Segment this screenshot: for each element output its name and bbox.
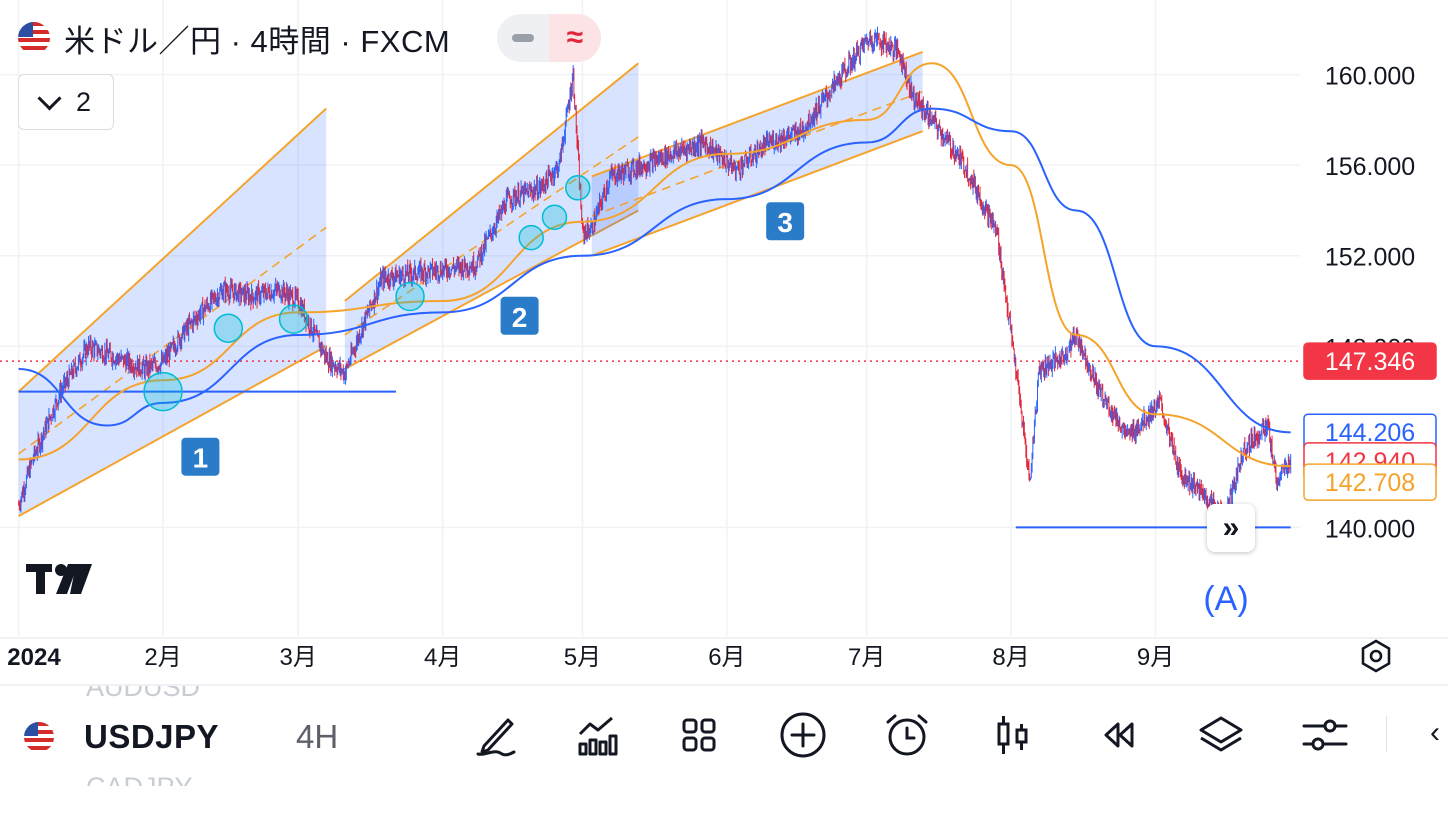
gear-icon[interactable] bbox=[1358, 638, 1394, 674]
circle-markers: (A) bbox=[143, 175, 1249, 618]
toolbar-divider bbox=[1386, 716, 1387, 752]
channel-label-badge bbox=[500, 296, 539, 335]
us-flag-icon bbox=[18, 22, 50, 54]
x-tick-label: 8月 bbox=[992, 644, 1029, 671]
layers-icon bbox=[1199, 716, 1243, 752]
channel-label-text: 1 bbox=[193, 443, 209, 474]
moving-average-line bbox=[18, 107, 1291, 434]
show-indicators-button[interactable]: ≈ bbox=[549, 14, 601, 62]
draw-icon bbox=[476, 718, 516, 757]
layers-button[interactable] bbox=[1194, 708, 1248, 762]
layout-icon bbox=[682, 718, 716, 752]
chevron-left-icon[interactable]: ‹ bbox=[1430, 716, 1440, 749]
price-label-box bbox=[1303, 342, 1437, 380]
chart-type-button[interactable] bbox=[986, 708, 1040, 762]
price-label: 147.346 bbox=[1303, 342, 1437, 380]
tradingview-logo-icon bbox=[26, 564, 92, 594]
chart-title: 米ドル／円 · 4時間 · FXCM bbox=[64, 23, 451, 59]
channel-label-text: 3 bbox=[777, 207, 793, 238]
channel-upper-line bbox=[344, 62, 639, 302]
circle-marker bbox=[395, 281, 425, 312]
x-tick-label: 9月 bbox=[1137, 644, 1174, 671]
layout-button[interactable] bbox=[672, 708, 726, 762]
symbol-name[interactable]: USDJPY bbox=[84, 718, 220, 755]
y-tick-label: 156.000 bbox=[1325, 153, 1415, 181]
sliders-icon bbox=[1302, 719, 1348, 751]
x-tick-label: 3月 bbox=[280, 644, 317, 671]
x-tick-label: 6月 bbox=[708, 644, 745, 671]
channel-label-badge bbox=[766, 202, 805, 241]
price-chart[interactable]: 123 (A) 160.000156.000152.000148.000140.… bbox=[0, 0, 1448, 686]
candles bbox=[18, 26, 1292, 527]
x-tick-label: 5月 bbox=[564, 644, 601, 671]
moving-averages bbox=[18, 62, 1291, 468]
channel-mid-line bbox=[18, 226, 327, 455]
circle-marker bbox=[565, 175, 591, 201]
previous-symbol-ghost: AUDUSD bbox=[86, 686, 200, 700]
x-tick-label: 4月 bbox=[424, 644, 461, 671]
channels: 1 2 3 bbox=[17, 51, 923, 517]
timeframe[interactable]: 4H bbox=[296, 718, 339, 755]
y-tick-label: 140.000 bbox=[1325, 515, 1415, 543]
chart-settings-button[interactable] bbox=[1298, 708, 1352, 762]
indicator-collapse-button[interactable]: 2 bbox=[18, 74, 114, 130]
channel-lower-line bbox=[18, 345, 327, 517]
x-tick-label: 2月 bbox=[144, 644, 181, 671]
x-tick-label: 7月 bbox=[848, 644, 885, 671]
price-label-box bbox=[1303, 463, 1437, 501]
alert-button[interactable] bbox=[880, 708, 934, 762]
circle-marker bbox=[518, 224, 544, 251]
channel-upper-line bbox=[17, 107, 327, 393]
price-label-text: 142.708 bbox=[1325, 469, 1415, 497]
rewind-icon bbox=[1104, 722, 1134, 748]
indicator-count: 2 bbox=[75, 86, 92, 117]
chart-title-bar[interactable]: 米ドル／円 · 4時間 · FXCM bbox=[18, 14, 450, 62]
channel-label-text: 2 bbox=[512, 302, 528, 333]
channel-upper-line bbox=[591, 51, 923, 178]
indicator-toggle[interactable]: ≈ bbox=[497, 14, 601, 62]
minus-icon bbox=[512, 34, 534, 42]
next-symbol-ghost: CADJPY bbox=[86, 772, 193, 786]
us-flag-icon bbox=[24, 722, 54, 752]
draw-tool-button[interactable] bbox=[468, 708, 522, 762]
moving-average-line bbox=[18, 62, 1291, 468]
add-button[interactable] bbox=[776, 708, 830, 762]
circle-marker bbox=[213, 313, 244, 343]
y-tick-label: 152.000 bbox=[1325, 244, 1415, 272]
channel-label: 3 bbox=[766, 202, 805, 241]
wave-label: (A) bbox=[1203, 580, 1248, 618]
price-label-text: 147.346 bbox=[1325, 348, 1415, 376]
price-label: 142.708 bbox=[1303, 463, 1437, 501]
candlestick-icon bbox=[997, 716, 1028, 754]
chevron-down-icon bbox=[37, 85, 62, 111]
channel-fill bbox=[18, 108, 327, 517]
channel-label: 1 bbox=[181, 437, 220, 476]
hide-indicators-button[interactable] bbox=[497, 14, 549, 62]
indicators-icon bbox=[578, 716, 618, 756]
channel-label-badge bbox=[181, 437, 220, 476]
double-chevron-right-icon: » bbox=[1222, 511, 1240, 544]
replay-button[interactable] bbox=[1090, 708, 1144, 762]
y-tick-label: 160.000 bbox=[1325, 63, 1415, 91]
approx-icon: ≈ bbox=[566, 21, 584, 54]
add-icon bbox=[780, 712, 826, 758]
channel-lower-line bbox=[591, 130, 923, 257]
x-axis: 2024 2月 3月 4月 5月 6月 7月 8月 9月 bbox=[7, 644, 1174, 671]
scroll-to-realtime-button[interactable]: » bbox=[1207, 504, 1255, 552]
circle-marker bbox=[143, 371, 183, 412]
x-tick-label: 2024 bbox=[7, 644, 61, 671]
indicators-button[interactable] bbox=[570, 708, 624, 762]
alarm-clock-icon bbox=[886, 714, 928, 756]
bottom-toolbar: AUDUSD USDJPY 4H CADJPY bbox=[0, 686, 1448, 786]
circle-marker bbox=[541, 204, 568, 230]
circle-marker bbox=[278, 304, 309, 334]
channel-label: 2 bbox=[500, 296, 539, 335]
